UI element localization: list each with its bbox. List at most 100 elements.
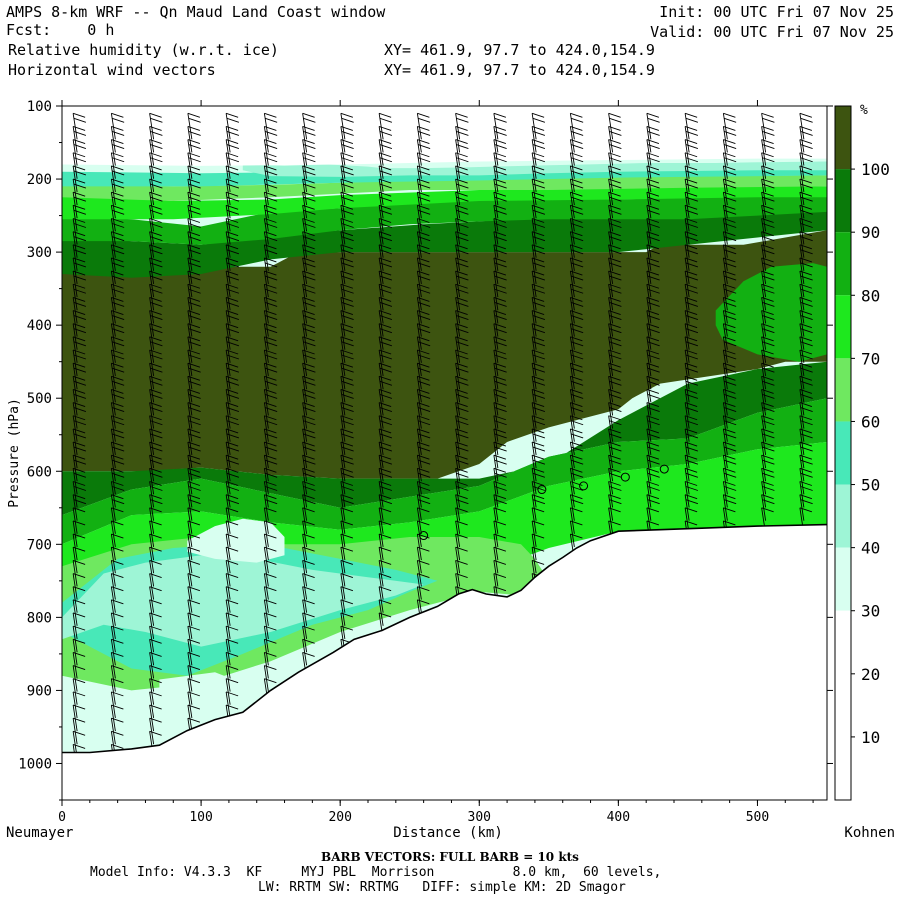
- wind-barb: [340, 415, 354, 442]
- wind-barb: [416, 270, 431, 298]
- wind-barb: [531, 428, 546, 455]
- wind-barb: [225, 362, 240, 390]
- wind-barb: [263, 270, 278, 298]
- wind-barb: [378, 494, 393, 521]
- y-tick-label: 400: [27, 318, 52, 334]
- wind-barb: [225, 257, 240, 285]
- wind-barb: [187, 691, 201, 718]
- wind-barb: [149, 454, 163, 482]
- wind-barb: [608, 152, 622, 179]
- wind-barb: [225, 454, 240, 482]
- wind-barb: [302, 533, 315, 561]
- wind-barb: [378, 454, 393, 482]
- wind-barb: [302, 612, 315, 640]
- colorbar-label: 80: [861, 286, 880, 305]
- wind-barb: [569, 191, 584, 219]
- wind-barb: [225, 283, 240, 311]
- colorbar-swatch: [835, 673, 851, 737]
- wind-barb: [72, 467, 87, 495]
- wind-barb: [225, 481, 240, 508]
- wind-barb: [722, 349, 737, 377]
- wind-barb: [225, 178, 240, 206]
- wind-barb: [493, 402, 507, 429]
- calm-marker: [659, 464, 669, 474]
- wind-barb: [263, 165, 278, 192]
- wind-barb: [110, 467, 125, 495]
- wind-barb: [340, 507, 354, 534]
- wind-barb: [149, 310, 163, 337]
- wind-barb: [225, 218, 240, 245]
- colorbar-swatch: [835, 295, 851, 359]
- wind-barb: [722, 336, 737, 363]
- wind-barb: [225, 112, 240, 140]
- wind-barb: [761, 362, 775, 390]
- wind-barb: [263, 428, 278, 455]
- wind-barb: [608, 454, 622, 482]
- wind-barb: [684, 283, 699, 311]
- wind-barb: [149, 139, 163, 166]
- wind-barb: [225, 165, 240, 192]
- wind-barb: [149, 375, 163, 403]
- wind-barb: [722, 296, 737, 324]
- wind-barb: [378, 481, 393, 508]
- colorbar-unit: %: [860, 103, 868, 118]
- wind-barb: [378, 375, 393, 403]
- wind-barb: [455, 323, 469, 350]
- wind-barb: [187, 441, 201, 469]
- wind-barb: [263, 638, 277, 666]
- wind-barb: [302, 139, 316, 166]
- wind-barb: [187, 165, 201, 192]
- wind-barb: [72, 152, 87, 179]
- y-tick-label: 700: [27, 537, 52, 553]
- wind-barb: [455, 231, 469, 258]
- calm-marker: [579, 481, 589, 491]
- wind-barb: [302, 586, 315, 613]
- wind-barb: [302, 481, 316, 508]
- colorbar-label: 90: [861, 223, 880, 242]
- wind-barb: [187, 349, 201, 377]
- wind-barb: [110, 428, 125, 455]
- wind-barb: [646, 323, 660, 350]
- wind-barb: [569, 231, 584, 258]
- wind-barb: [531, 349, 546, 377]
- wind-barb: [263, 389, 278, 416]
- physics-info: LW: RRTM SW: RRTMG DIFF: simple KM: 2D S…: [258, 880, 626, 895]
- wind-barb: [799, 415, 813, 442]
- wind-barb: [455, 533, 468, 561]
- wind-barb: [799, 152, 813, 179]
- wind-barb: [761, 323, 775, 350]
- wind-barb: [225, 691, 239, 718]
- wind-barb: [761, 283, 775, 311]
- wind-barb: [799, 362, 813, 390]
- wind-barb: [569, 389, 584, 416]
- colorbar-label: 20: [861, 665, 880, 684]
- wind-barb: [684, 191, 699, 219]
- wind-barb: [799, 257, 813, 285]
- wind-barb: [302, 520, 315, 548]
- wind-barb: [340, 454, 354, 482]
- wind-barb: [416, 494, 431, 521]
- wind-barb: [493, 349, 507, 377]
- wind-barb: [455, 454, 469, 482]
- wind-barb: [799, 244, 813, 271]
- wind-barb: [149, 191, 163, 219]
- wind-barb: [149, 652, 162, 679]
- wind-barb: [378, 507, 392, 534]
- wind-barb: [340, 139, 354, 166]
- wind-barb: [455, 283, 469, 311]
- wind-barb: [110, 191, 125, 219]
- wind-barb: [722, 257, 737, 285]
- wind-barb: [608, 389, 622, 416]
- wind-barb: [225, 375, 240, 403]
- wind-barb: [531, 546, 545, 574]
- wind-barb: [263, 441, 278, 469]
- wind-barb: [646, 494, 660, 521]
- wind-barb: [378, 204, 393, 232]
- wind-barb: [72, 296, 87, 324]
- wind-barb: [72, 638, 86, 666]
- wind-barb: [569, 415, 584, 442]
- wind-barb: [149, 231, 163, 258]
- colorbar-label: 30: [861, 602, 880, 621]
- wind-barb: [531, 244, 546, 271]
- wind-barb: [493, 428, 507, 455]
